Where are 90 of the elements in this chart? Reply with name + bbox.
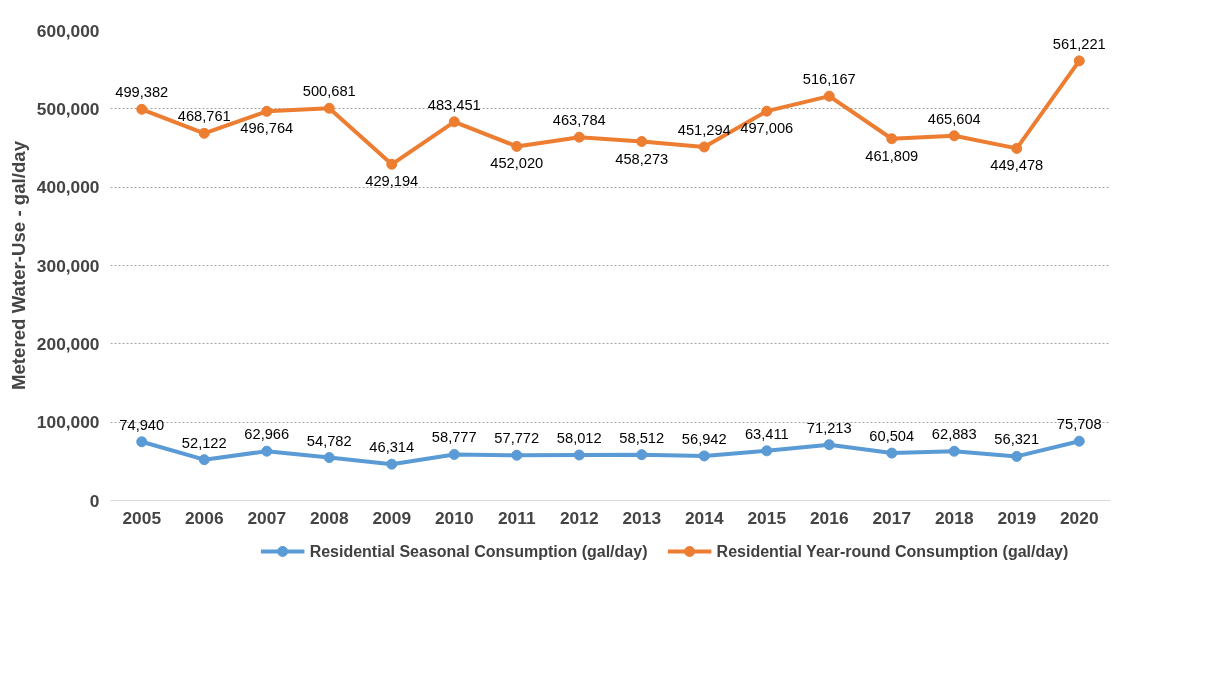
point [761, 445, 773, 457]
data-label: 57,772 [494, 430, 540, 447]
data-label: 62,883 [931, 426, 977, 443]
y-tick-label: 500,000 [36, 98, 100, 119]
legend-label: Residential Seasonal Consumption (gal/day) [309, 543, 648, 560]
x-tick-label: 2007 [247, 507, 287, 528]
x-tick-label: 2012 [559, 507, 599, 528]
data-label: 46,314 [369, 439, 415, 456]
data-label: 483,451 [427, 96, 481, 113]
point [698, 450, 710, 462]
x-tick-label: 2016 [809, 507, 849, 528]
data-label: 500,681 [302, 83, 356, 100]
y-axis-title: Metered Water-Use - gal/day [7, 140, 29, 391]
point [948, 130, 960, 142]
point [948, 445, 960, 457]
point [198, 127, 210, 139]
point [386, 158, 398, 170]
x-tick-label: 2009 [372, 507, 412, 528]
data-label: 52,122 [181, 434, 227, 451]
data-label: 74,940 [119, 416, 165, 433]
point [1073, 435, 1085, 447]
legend-label: Residential Year-round Consumption (gal/day) [716, 543, 1069, 560]
x-tick-label: 2011 [497, 507, 536, 528]
data-label: 58,777 [431, 429, 477, 446]
data-label: 465,604 [927, 110, 981, 127]
y-tick-label: 400,000 [36, 177, 100, 198]
point [636, 136, 648, 148]
point [386, 458, 398, 470]
data-label: 468,761 [177, 108, 231, 125]
data-label: 54,782 [306, 432, 352, 449]
x-tick-label: 2013 [622, 507, 662, 528]
data-label: 516,167 [802, 71, 856, 88]
data-label: 56,942 [681, 430, 727, 447]
data-label: 496,764 [240, 120, 294, 137]
data-label: 56,321 [994, 431, 1040, 448]
data-label: 60,504 [869, 428, 915, 445]
data-label: 75,708 [1056, 416, 1102, 433]
point [261, 445, 273, 457]
data-label: 497,006 [740, 120, 794, 137]
x-tick-label: 2018 [934, 507, 974, 528]
data-label: 451,294 [677, 121, 731, 138]
x-tick-label: 2005 [122, 507, 162, 528]
data-label: 63,411 [744, 425, 789, 442]
point [448, 116, 460, 128]
point [573, 131, 585, 143]
point [698, 141, 710, 153]
data-label: 561,221 [1052, 35, 1106, 52]
point [511, 449, 523, 461]
point [1011, 142, 1023, 154]
data-label: 461,809 [865, 147, 919, 164]
point [1073, 55, 1085, 67]
data-label: 452,020 [490, 155, 544, 172]
point [136, 436, 148, 448]
data-label: 429,194 [365, 173, 419, 190]
x-tick-label: 2006 [184, 507, 224, 528]
y-tick-label: 300,000 [36, 255, 100, 276]
point [573, 449, 585, 461]
point [448, 448, 460, 460]
point [261, 105, 273, 117]
y-tick-label: 200,000 [36, 333, 100, 354]
point [1011, 450, 1023, 462]
x-tick-label: 2017 [872, 507, 912, 528]
point [823, 90, 835, 102]
point [323, 452, 335, 464]
point [761, 105, 773, 117]
data-label: 58,512 [619, 429, 665, 446]
point [886, 447, 898, 459]
y-tick-label: 0 [89, 490, 100, 511]
point [323, 102, 335, 114]
point [823, 439, 835, 451]
data-label: 71,213 [806, 419, 852, 436]
x-tick-label: 2008 [309, 507, 349, 528]
data-label: 449,478 [990, 157, 1044, 174]
data-label: 463,784 [552, 112, 606, 129]
data-label: 458,273 [615, 150, 669, 167]
point [136, 103, 148, 115]
point [198, 454, 210, 466]
data-label: 499,382 [115, 84, 169, 101]
y-tick-label: 100,000 [36, 412, 100, 433]
x-tick-label: 2020 [1059, 507, 1099, 528]
point [511, 140, 523, 152]
data-label: 58,012 [556, 430, 602, 447]
data-label: 62,966 [244, 426, 290, 443]
point [886, 133, 898, 145]
y-tick-label: 600,000 [36, 20, 100, 41]
x-tick-label: 2014 [684, 507, 724, 528]
x-tick-label: 2010 [434, 507, 474, 528]
point [636, 449, 648, 461]
x-tick-label: 2015 [747, 507, 787, 528]
x-tick-label: 2019 [997, 507, 1037, 528]
